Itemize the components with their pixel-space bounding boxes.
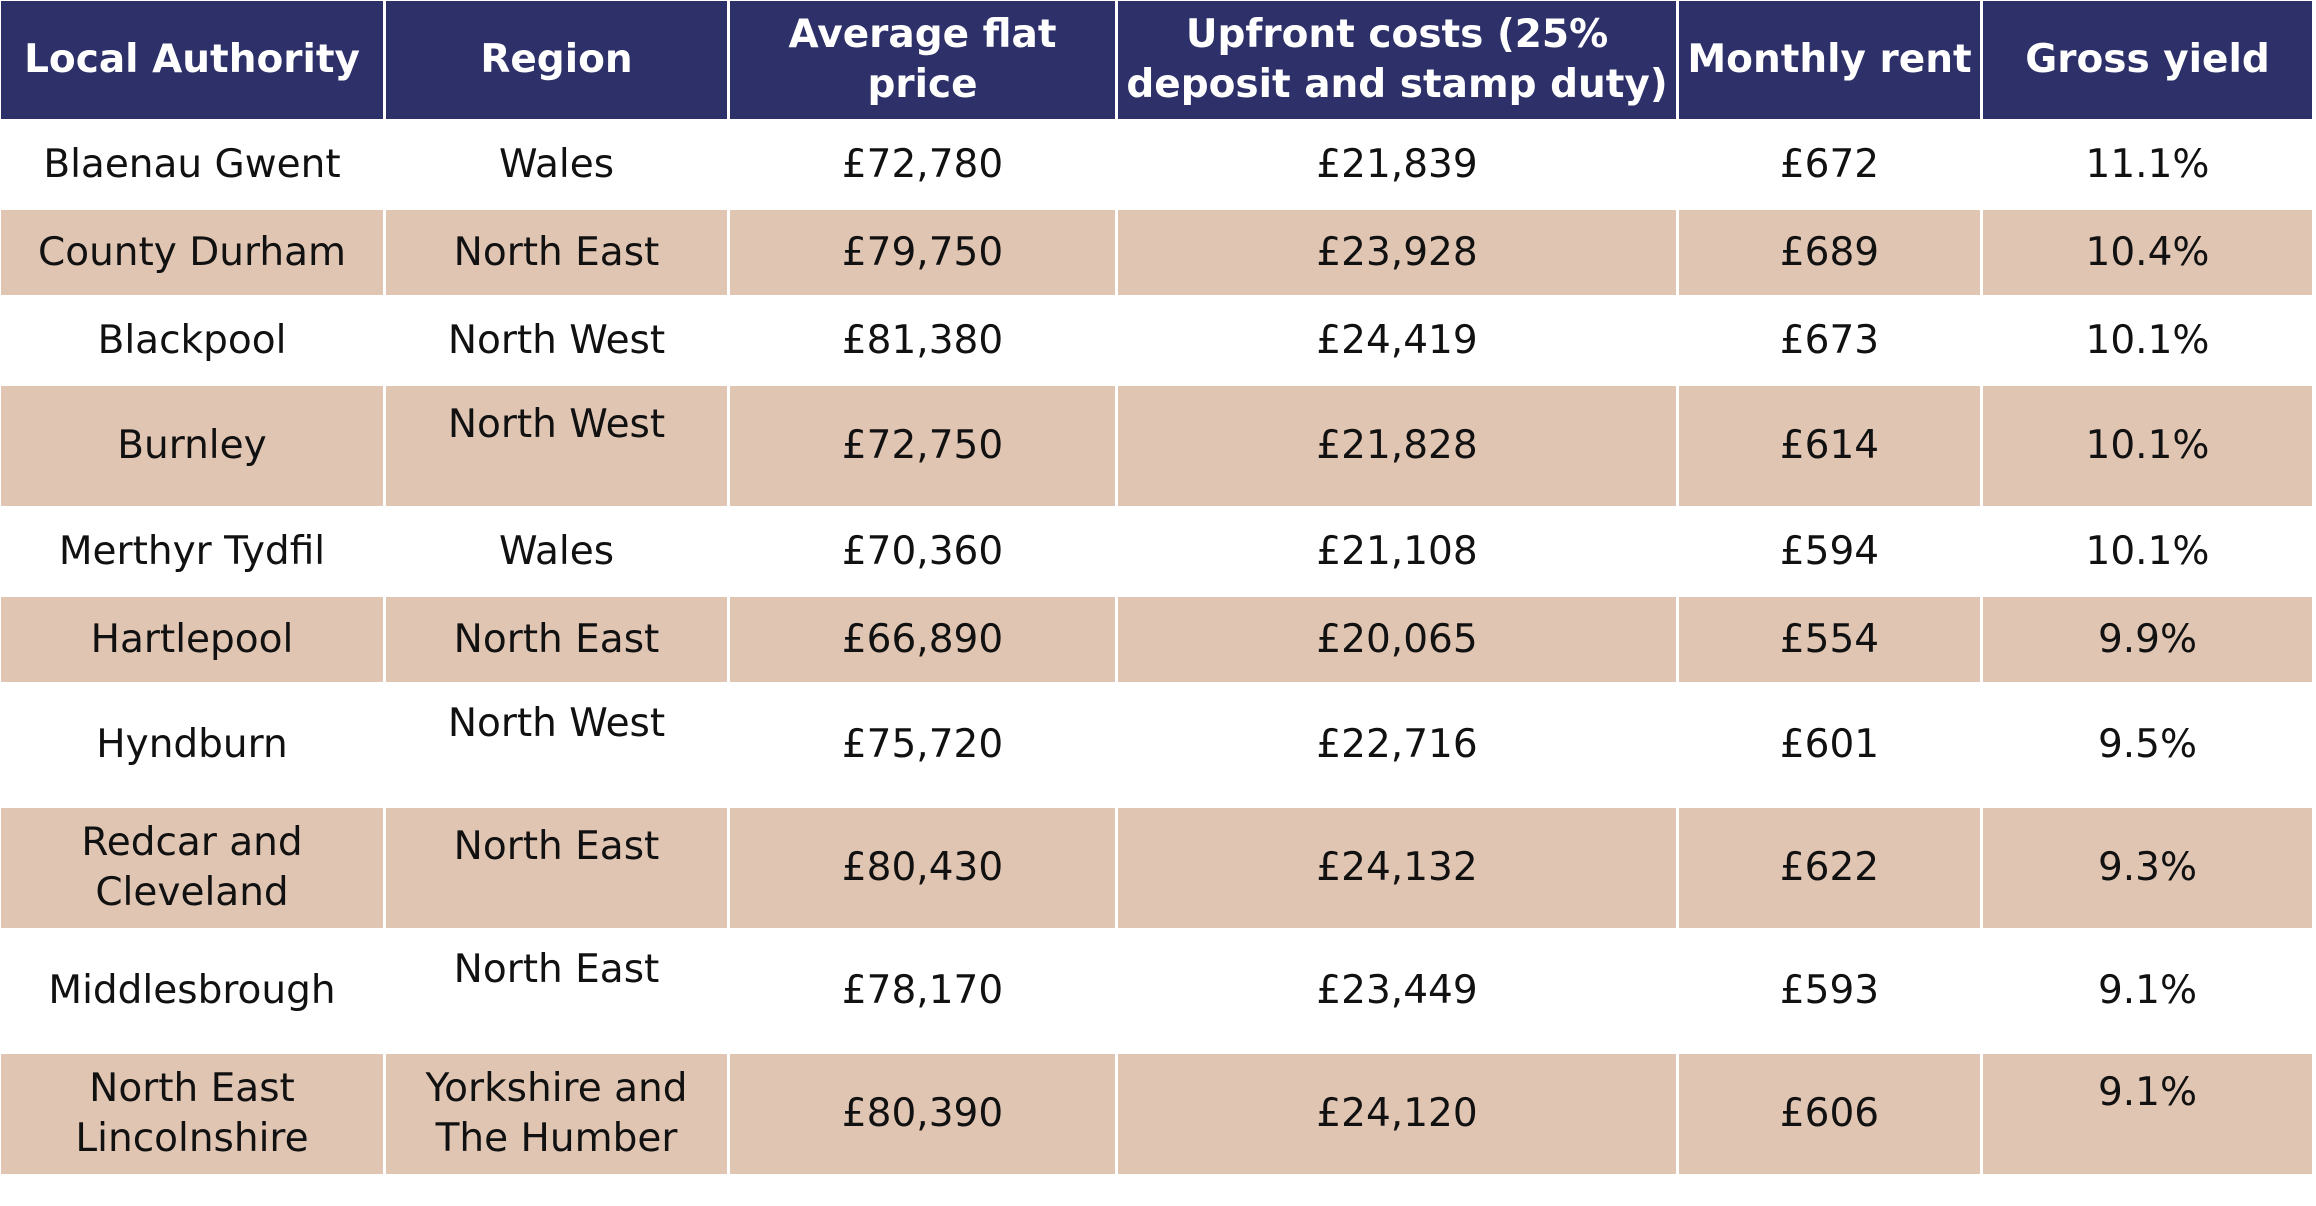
table-row: County Durham North East £79,750 £23,928… [1, 210, 2312, 298]
cell-local-authority: Blaenau Gwent [1, 122, 386, 210]
cell-region: Yorkshire and The Humber [386, 1054, 730, 1177]
table-row: Burnley North West £72,750 £21,828 £614 … [1, 386, 2312, 509]
cell-gross-yield: 10.1% [1983, 509, 2312, 597]
table-row: Hyndburn North West £75,720 £22,716 £601… [1, 685, 2312, 808]
cell-average-flat-price: £79,750 [730, 210, 1118, 298]
cell-local-authority: Merthyr Tydfil [1, 509, 386, 597]
cell-gross-yield: 10.1% [1983, 298, 2312, 386]
cell-upfront-costs: £23,449 [1118, 931, 1679, 1054]
cell-average-flat-price: £72,780 [730, 122, 1118, 210]
rental-yield-table: Local Authority Region Average flat pric… [1, 1, 2312, 1177]
table-row: Middlesbrough North East £78,170 £23,449… [1, 931, 2312, 1054]
cell-upfront-costs: £24,120 [1118, 1054, 1679, 1177]
header-row: Local Authority Region Average flat pric… [1, 1, 2312, 122]
cell-upfront-costs: £22,716 [1118, 685, 1679, 808]
cell-gross-yield: 10.4% [1983, 210, 2312, 298]
cell-local-authority: North East Lincolnshire [1, 1054, 386, 1177]
header-region: Region [386, 1, 730, 122]
cell-average-flat-price: £81,380 [730, 298, 1118, 386]
cell-upfront-costs: £24,132 [1118, 808, 1679, 931]
cell-local-authority: County Durham [1, 210, 386, 298]
cell-local-authority: Redcar and Cleveland [1, 808, 386, 931]
cell-gross-yield: 9.1% [1983, 1054, 2312, 1177]
cell-local-authority: Blackpool [1, 298, 386, 386]
cell-monthly-rent: £672 [1679, 122, 1983, 210]
cell-upfront-costs: £23,928 [1118, 210, 1679, 298]
cell-monthly-rent: £601 [1679, 685, 1983, 808]
header-upfront-costs: Upfront costs (25% deposit and stamp dut… [1118, 1, 1679, 122]
cell-monthly-rent: £593 [1679, 931, 1983, 1054]
cell-monthly-rent: £606 [1679, 1054, 1983, 1177]
header-average-flat-price: Average flat price [730, 1, 1118, 122]
cell-region: North East [386, 931, 730, 1054]
cell-upfront-costs: £21,828 [1118, 386, 1679, 509]
cell-monthly-rent: £673 [1679, 298, 1983, 386]
cell-region: Wales [386, 122, 730, 210]
cell-region: North East [386, 210, 730, 298]
table-row: Blackpool North West £81,380 £24,419 £67… [1, 298, 2312, 386]
cell-monthly-rent: £689 [1679, 210, 1983, 298]
cell-gross-yield: 10.1% [1983, 386, 2312, 509]
cell-gross-yield: 9.3% [1983, 808, 2312, 931]
cell-upfront-costs: £21,839 [1118, 122, 1679, 210]
cell-gross-yield: 9.5% [1983, 685, 2312, 808]
cell-average-flat-price: £80,390 [730, 1054, 1118, 1177]
table-row: Redcar and Cleveland North East £80,430 … [1, 808, 2312, 931]
cell-average-flat-price: £80,430 [730, 808, 1118, 931]
cell-region: Wales [386, 509, 730, 597]
cell-upfront-costs: £20,065 [1118, 597, 1679, 685]
header-monthly-rent: Monthly rent [1679, 1, 1983, 122]
cell-average-flat-price: £78,170 [730, 931, 1118, 1054]
cell-monthly-rent: £614 [1679, 386, 1983, 509]
table-row: Merthyr Tydfil Wales £70,360 £21,108 £59… [1, 509, 2312, 597]
cell-upfront-costs: £21,108 [1118, 509, 1679, 597]
cell-average-flat-price: £66,890 [730, 597, 1118, 685]
table-row: Blaenau Gwent Wales £72,780 £21,839 £672… [1, 122, 2312, 210]
cell-gross-yield: 9.9% [1983, 597, 2312, 685]
cell-monthly-rent: £622 [1679, 808, 1983, 931]
cell-average-flat-price: £70,360 [730, 509, 1118, 597]
cell-local-authority: Middlesbrough [1, 931, 386, 1054]
cell-monthly-rent: £554 [1679, 597, 1983, 685]
table-row: North East Lincolnshire Yorkshire and Th… [1, 1054, 2312, 1177]
cell-region: North West [386, 386, 730, 509]
header-gross-yield: Gross yield [1983, 1, 2312, 122]
cell-upfront-costs: £24,419 [1118, 298, 1679, 386]
cell-average-flat-price: £75,720 [730, 685, 1118, 808]
cell-local-authority: Burnley [1, 386, 386, 509]
cell-local-authority: Hyndburn [1, 685, 386, 808]
cell-monthly-rent: £594 [1679, 509, 1983, 597]
cell-gross-yield: 11.1% [1983, 122, 2312, 210]
cell-region: North West [386, 298, 730, 386]
cell-local-authority: Hartlepool [1, 597, 386, 685]
cell-gross-yield: 9.1% [1983, 931, 2312, 1054]
cell-region: North East [386, 597, 730, 685]
cell-region: North East [386, 808, 730, 931]
cell-average-flat-price: £72,750 [730, 386, 1118, 509]
cell-region: North West [386, 685, 730, 808]
header-local-authority: Local Authority [1, 1, 386, 122]
table-row: Hartlepool North East £66,890 £20,065 £5… [1, 597, 2312, 685]
